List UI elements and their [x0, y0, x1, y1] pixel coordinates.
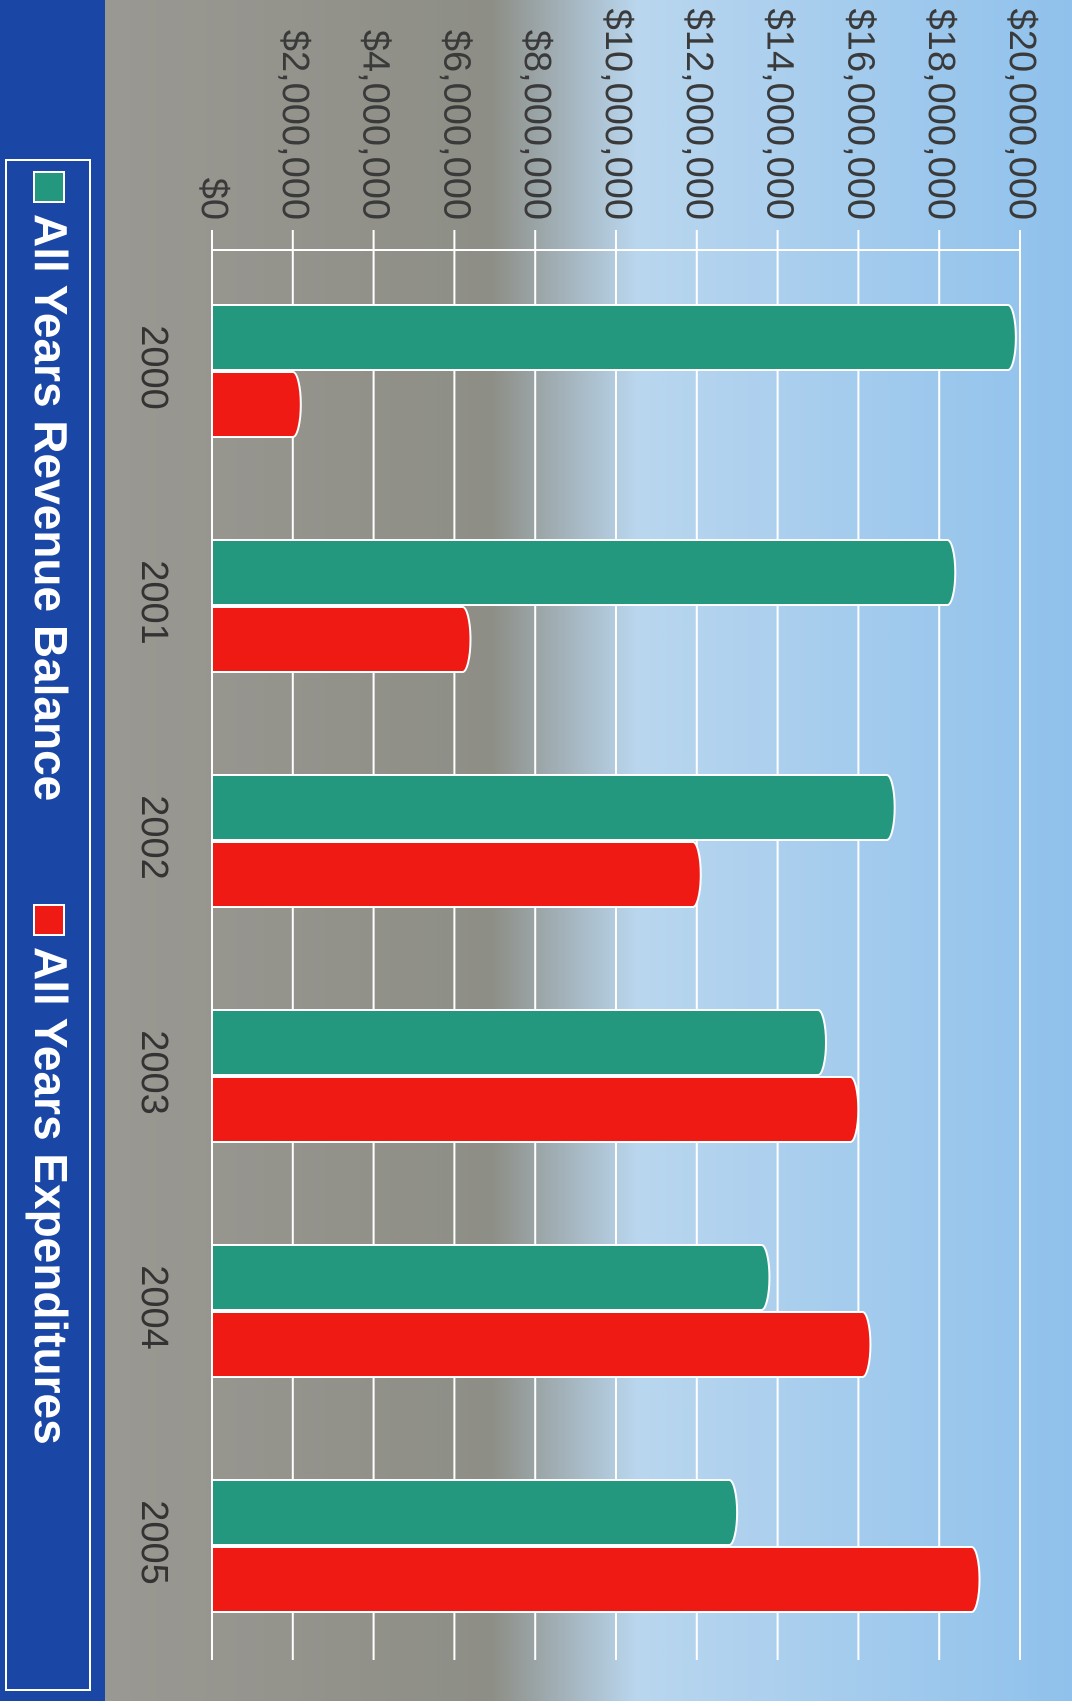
bar — [211, 539, 957, 606]
bar — [211, 1311, 872, 1378]
bar — [211, 1479, 739, 1546]
x-tick-label: 2002 — [133, 795, 175, 880]
x-tick-label: 2001 — [133, 560, 175, 645]
bar — [211, 774, 896, 841]
x-tick-label: 2000 — [133, 325, 175, 410]
legend-label: All Years Revenue Balance — [25, 214, 77, 801]
x-tick-label: 2005 — [133, 1500, 175, 1585]
legend-swatch — [33, 904, 65, 936]
bar — [211, 606, 472, 673]
y-tick-label: $12,000,000 — [678, 9, 720, 220]
bar — [211, 371, 302, 438]
y-tick-label: $2,000,000 — [274, 30, 316, 220]
bar — [211, 304, 1017, 371]
y-tick-label: $16,000,000 — [839, 9, 881, 220]
rotated-chart: $0 $2,000,000 $4,000,000 $6,000,000 $8,000,0… — [5, 0, 1072, 1701]
x-tick-label: 2004 — [133, 1265, 175, 1350]
bar — [211, 1244, 771, 1311]
x-tick-label: 2003 — [133, 1030, 175, 1115]
y-tick-label: $10,000,000 — [597, 9, 639, 220]
y-tick-label: $20,000,000 — [1001, 9, 1043, 220]
legend-swatch — [33, 171, 65, 203]
y-tick-label: $0 — [193, 178, 235, 220]
y-tick-label: $14,000,000 — [759, 9, 801, 220]
y-tick-label: $8,000,000 — [516, 30, 558, 220]
bar — [211, 841, 702, 908]
bar — [211, 1009, 827, 1076]
bar — [211, 1546, 981, 1613]
legend-label: All Years Expenditures — [25, 947, 77, 1445]
y-tick-label: $6,000,000 — [435, 30, 477, 220]
bar — [211, 1076, 860, 1143]
y-tick-label: $4,000,000 — [355, 30, 397, 220]
y-tick-label: $18,000,000 — [920, 9, 962, 220]
